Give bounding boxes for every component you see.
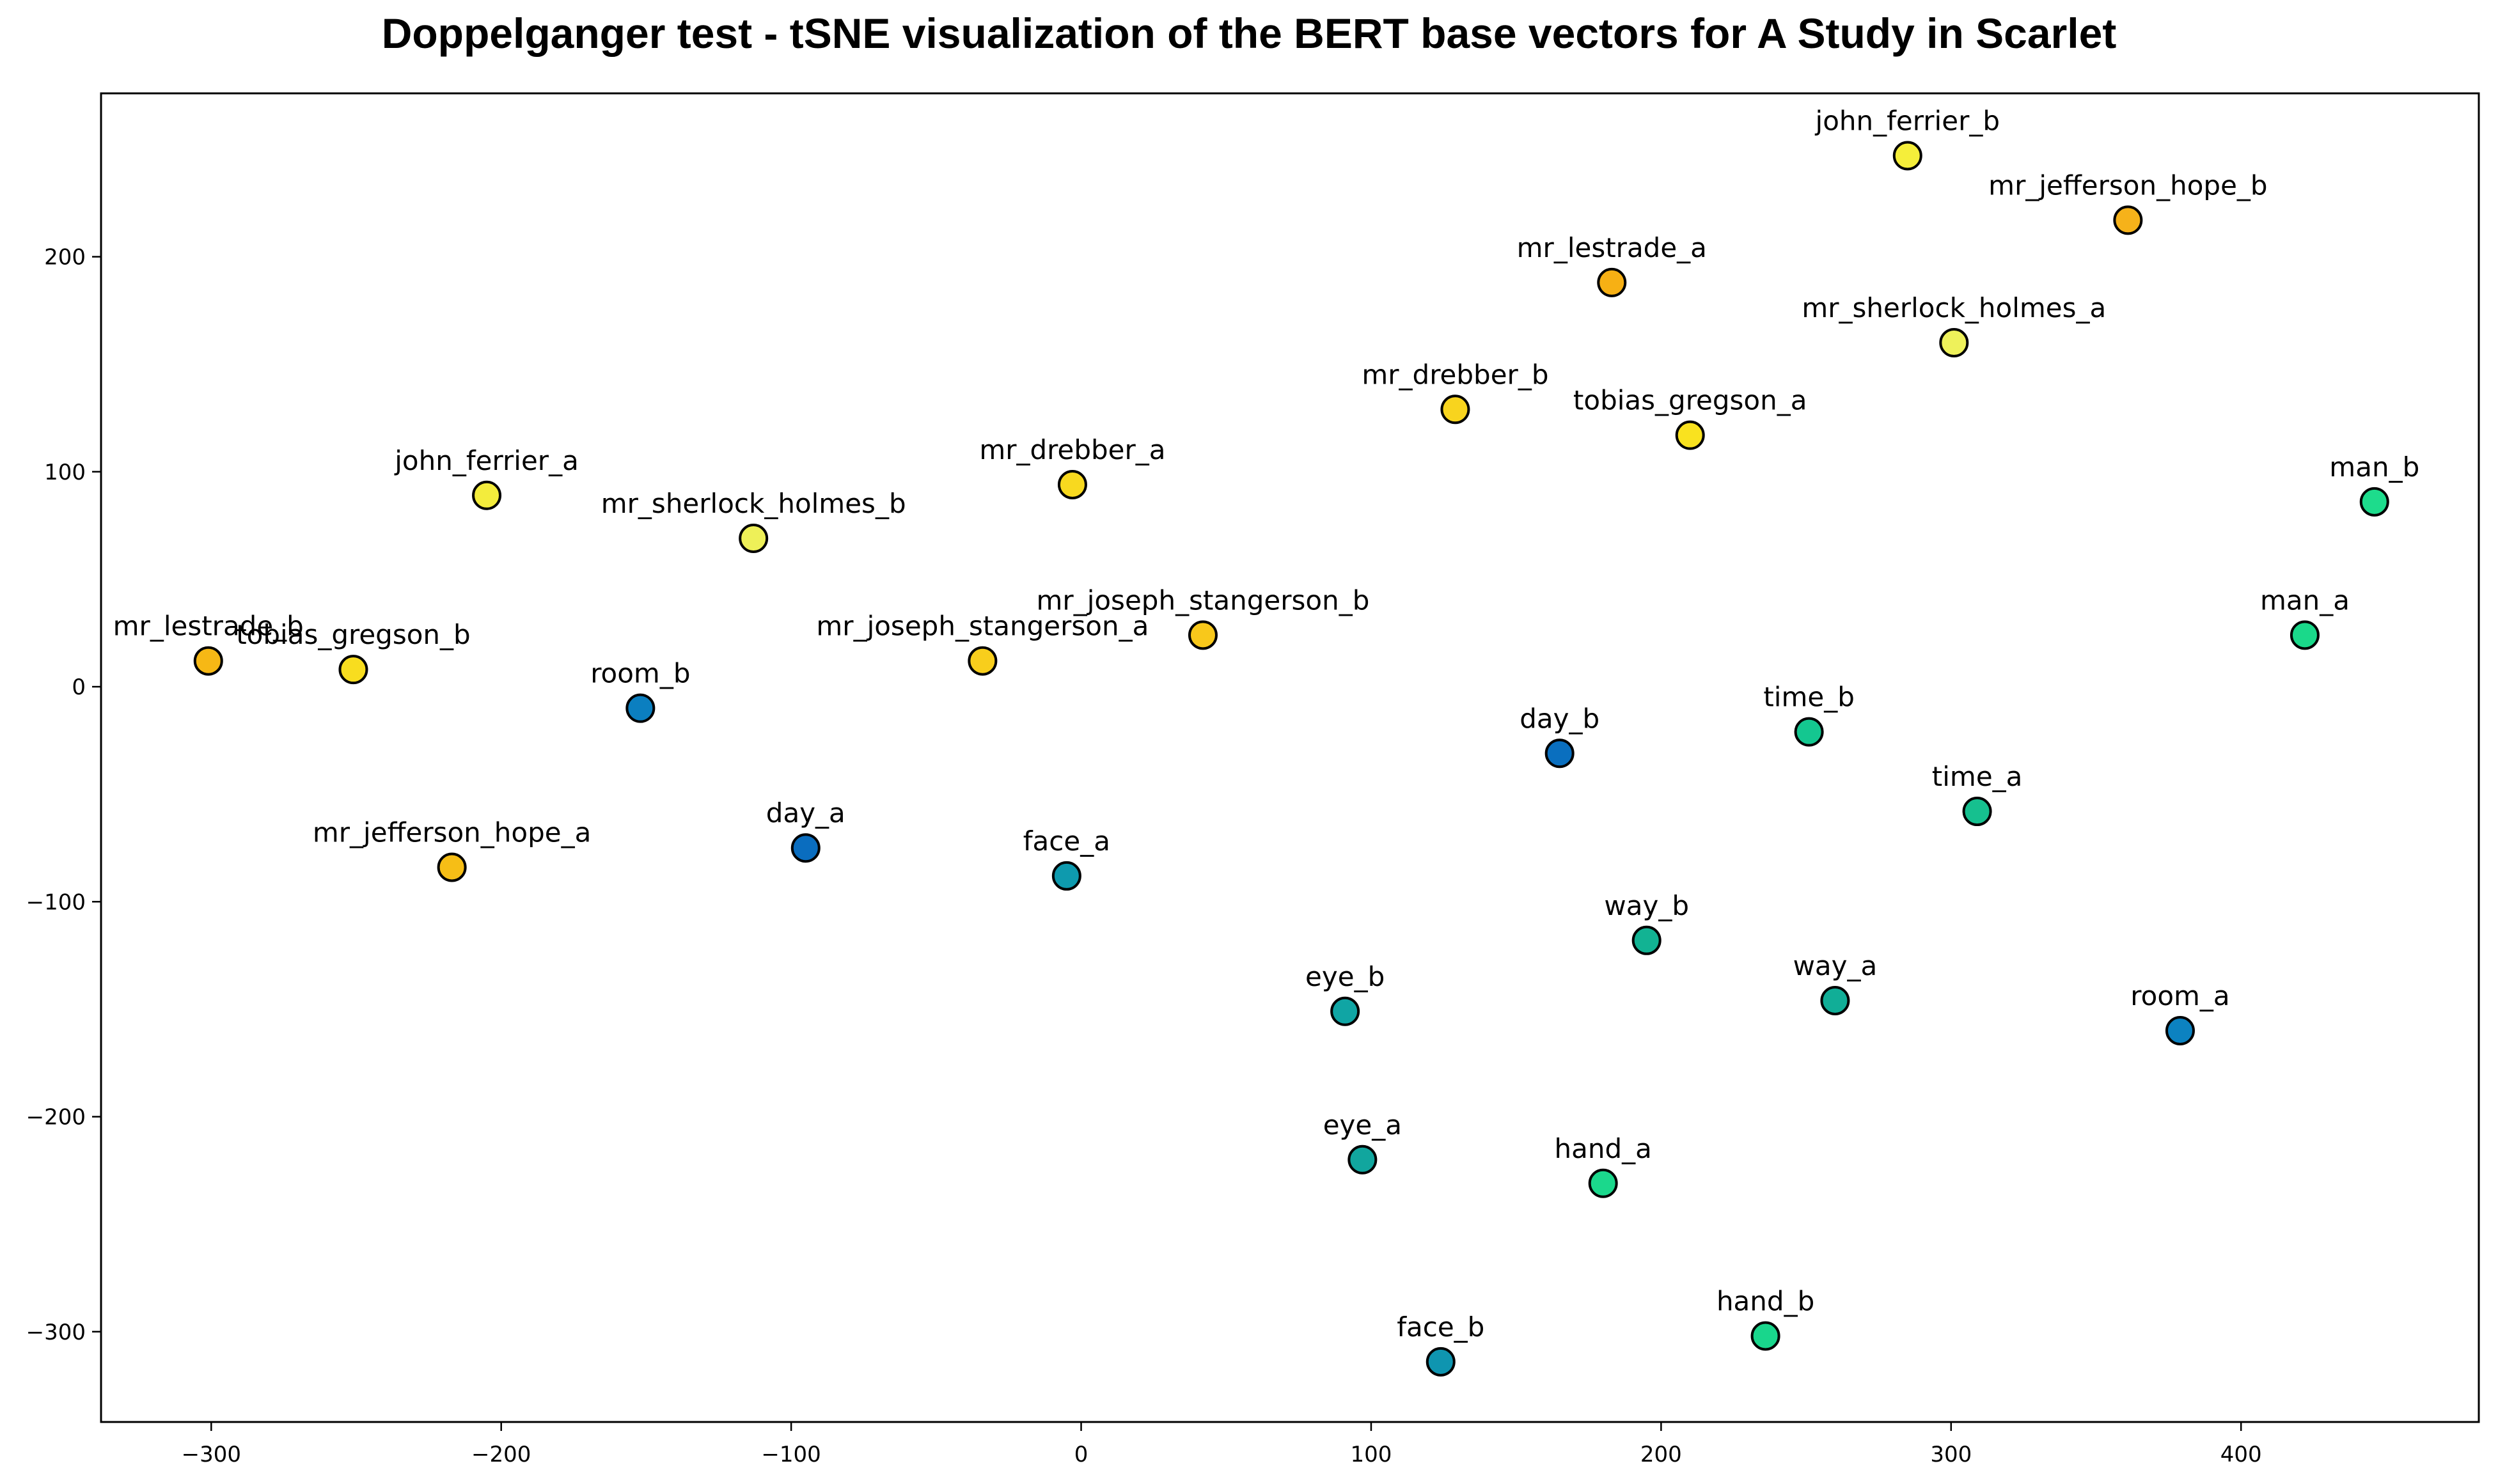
x-tick-label: −100	[761, 1442, 821, 1467]
scatter-point	[1188, 620, 1218, 650]
point-label: time_b	[1763, 682, 1855, 713]
point-label: face_b	[1397, 1311, 1484, 1343]
chart-title: Doppelganger test - tSNE visualization o…	[381, 10, 2117, 57]
x-tick-label: 200	[1640, 1442, 1682, 1467]
point-label: tobias_gregson_b	[236, 619, 470, 650]
scatter-point	[1330, 996, 1360, 1026]
scatter-point	[1750, 1321, 1780, 1351]
point-label: mr_drebber_b	[1362, 359, 1548, 390]
scatter-point	[1057, 469, 1087, 499]
point-label: face_a	[1023, 825, 1110, 857]
point-label: eye_a	[1323, 1109, 1402, 1141]
x-tick-label: 300	[1930, 1442, 1972, 1467]
point-label: eye_b	[1305, 961, 1385, 992]
point-label: room_b	[590, 658, 690, 689]
scatter-point	[1051, 861, 1081, 891]
point-label: hand_b	[1716, 1286, 1814, 1317]
scatter-point	[739, 524, 769, 554]
scatter-point	[1962, 797, 1992, 827]
point-label: day_a	[766, 797, 845, 829]
y-tick-label: −100	[26, 889, 86, 915]
data-points	[193, 141, 2389, 1377]
scatter-point	[338, 655, 368, 685]
scatter-point	[2359, 487, 2389, 517]
scatter-point	[2113, 205, 2143, 235]
scatter-point	[1440, 394, 1470, 425]
scatter-point	[1631, 925, 1661, 955]
scatter-point	[1544, 738, 1575, 769]
point-label: mr_drebber_a	[979, 434, 1165, 465]
point-label: tobias_gregson_a	[1573, 385, 1807, 416]
point-label: way_a	[1793, 950, 1878, 981]
point-label: time_a	[1932, 761, 2023, 792]
scatter-point	[625, 693, 656, 723]
point-label: way_b	[1604, 890, 1689, 921]
x-tick-label: 400	[2220, 1442, 2262, 1467]
scatter-point	[1892, 141, 1922, 171]
scatter-point	[2165, 1016, 2195, 1046]
point-labels: john_ferrier_b mr_jefferson_hope_b mr_lest…	[113, 105, 2420, 1343]
point-label: day_b	[1520, 703, 1599, 734]
point-label: mr_lestrade_b	[113, 611, 304, 642]
point-label: room_a	[2130, 980, 2229, 1011]
point-label: john_ferrier_a	[394, 445, 579, 476]
scatter-point	[1820, 985, 1850, 1015]
x-tick-label: 100	[1351, 1442, 1392, 1467]
x-tick-label: −300	[182, 1442, 241, 1467]
plot-frame	[100, 92, 2480, 1423]
y-tick-label: 200	[44, 245, 86, 270]
point-label: man_a	[2260, 584, 2350, 616]
y-tick-label: 0	[72, 675, 86, 700]
scatter-point	[1675, 420, 1705, 450]
point-label: john_ferrier_b	[1815, 105, 2000, 137]
x-tick-label: −200	[471, 1442, 531, 1467]
y-tick-label: −200	[26, 1105, 86, 1130]
point-label: mr_jefferson_hope_a	[313, 816, 591, 848]
point-label: mr_jefferson_hope_b	[1988, 169, 2267, 201]
point-label: mr_joseph_stangerson_b	[1037, 584, 1370, 616]
x-tick-label: 0	[1074, 1442, 1088, 1467]
scatter-point	[1939, 328, 1969, 358]
point-label: mr_sherlock_holmes_a	[1802, 292, 2106, 324]
scatter-point	[968, 646, 998, 676]
scatter-point	[1347, 1144, 1378, 1175]
scatter-point	[2290, 620, 2320, 650]
scatter-point	[790, 833, 821, 863]
scatter-point	[1597, 267, 1627, 297]
scatter-point	[1588, 1168, 1618, 1198]
scatter-point	[1426, 1347, 1456, 1377]
scatter-point	[437, 852, 467, 882]
point-label: mr_joseph_stangerson_a	[816, 611, 1149, 642]
point-label: mr_lestrade_a	[1517, 232, 1707, 263]
y-tick-label: −300	[26, 1320, 86, 1345]
point-label: man_b	[2329, 451, 2419, 483]
scatter-point	[193, 646, 223, 676]
scatter-point	[472, 480, 502, 510]
scatter-point	[1794, 717, 1824, 747]
point-label: hand_a	[1555, 1133, 1652, 1164]
point-label: mr_sherlock_holmes_b	[601, 488, 906, 519]
y-tick-label: 100	[44, 460, 86, 485]
axis-ticks: −300 −200 −100 0 100 200 300 400 −300 −200 −100 0 10…	[26, 245, 2262, 1467]
